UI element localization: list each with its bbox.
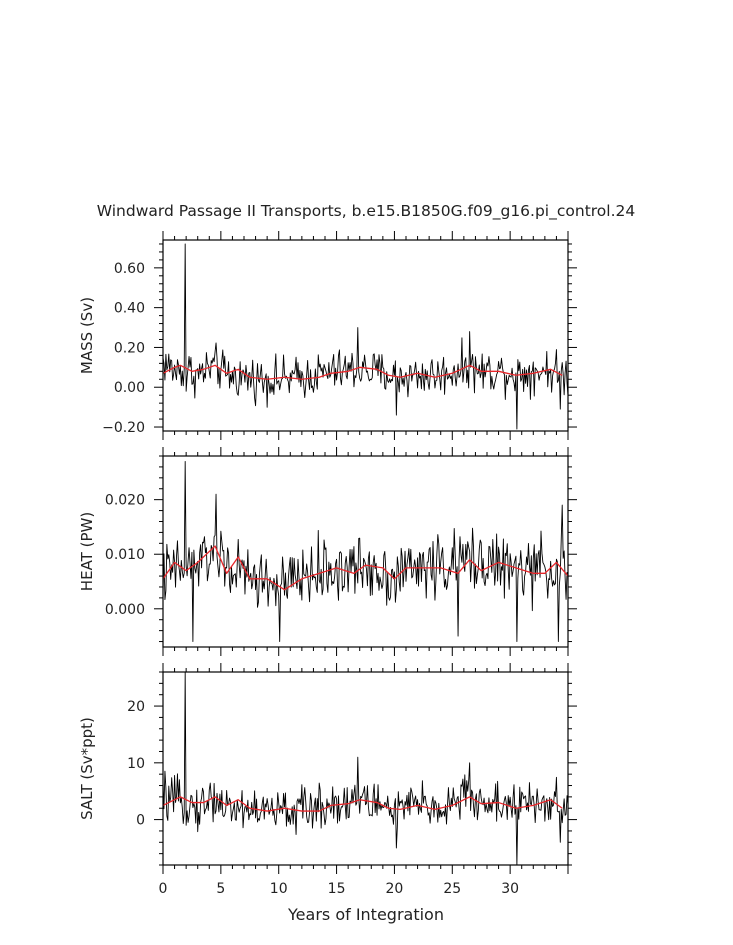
panel-1: −0.20 0.00 0.20 0.40 0.60 MASS (Sv) <box>78 231 577 440</box>
y-tick-label: 0.00 <box>114 380 145 396</box>
y-tick-label: 0.20 <box>114 340 145 356</box>
series-smoothed-annual-line <box>162 796 563 812</box>
x-tick-label: 25 <box>443 881 461 897</box>
plot-frame <box>162 455 569 648</box>
panel-3: 0 10 20 SALT (Sv*ppt) 0 5 10 15 20 25 30 <box>78 663 577 897</box>
y-tick-label: 0.020 <box>105 493 145 509</box>
series-raw-monthly-line <box>162 461 569 642</box>
plot-frame <box>162 671 569 866</box>
y-axis-label: HEAT (PW) <box>78 512 96 591</box>
x-tick-label: 15 <box>328 881 346 897</box>
x-tick-label: 30 <box>501 881 519 897</box>
chart-title: Windward Passage II Transports, b.e15.B1… <box>97 202 636 221</box>
y-axis-label: MASS (Sv) <box>78 297 96 374</box>
y-tick-label: 0.40 <box>114 301 145 317</box>
x-tick-label: 20 <box>386 881 404 897</box>
y-tick-label: 0.60 <box>114 261 145 277</box>
series-smoothed-annual-line <box>162 364 563 380</box>
x-axis-label: Years of Integration <box>287 905 444 924</box>
y-tick-label: 20 <box>127 699 145 715</box>
panel-2: 0.000 0.010 0.020 HEAT (PW) <box>78 447 577 656</box>
series-raw-monthly-line <box>162 243 569 430</box>
y-tick-label: 10 <box>127 756 145 772</box>
x-tick-label: 10 <box>270 881 288 897</box>
x-tick-label: 5 <box>216 881 225 897</box>
x-tick-label: 0 <box>159 881 168 897</box>
series-raw-monthly-line <box>162 671 569 866</box>
y-tick-label: 0.000 <box>105 602 145 618</box>
plot-frame <box>162 239 569 432</box>
series-smoothed-annual-line <box>162 545 569 591</box>
y-tick-label: −0.20 <box>102 420 145 436</box>
y-tick-label: 0 <box>136 813 145 829</box>
y-tick-label: 0.010 <box>105 547 145 563</box>
y-axis-label: SALT (Sv*ppt) <box>78 717 96 820</box>
